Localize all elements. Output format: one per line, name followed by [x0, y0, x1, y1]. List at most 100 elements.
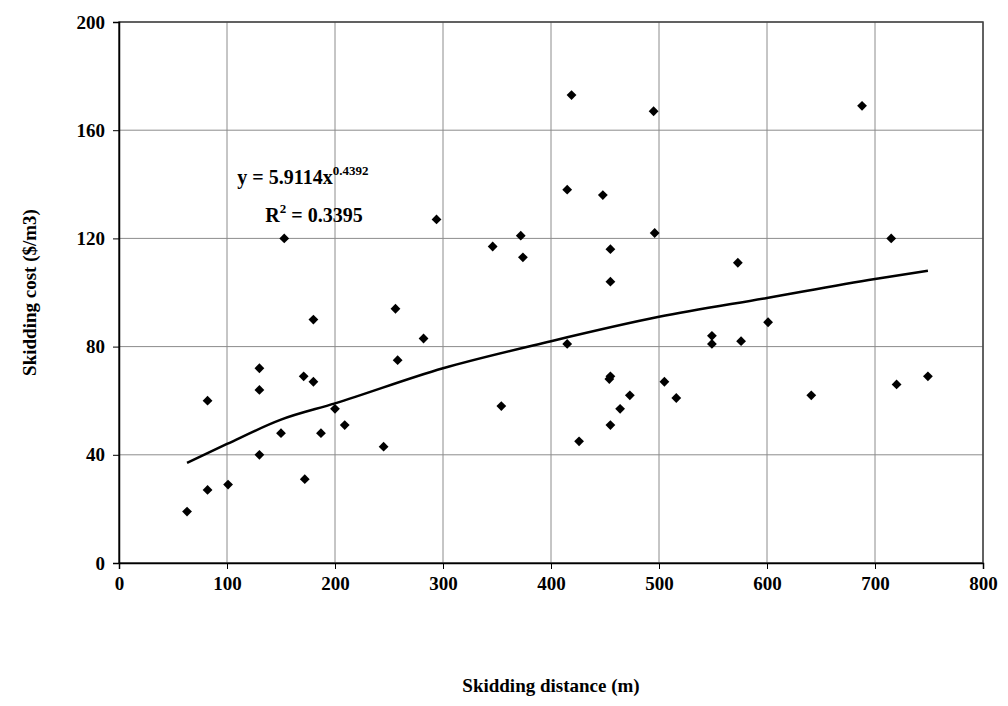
baseline-reset: ​ [368, 166, 369, 188]
tick-label: 400 [537, 573, 566, 594]
point [518, 252, 528, 262]
point [255, 450, 265, 460]
point [736, 336, 746, 346]
tick-label: 700 [861, 573, 890, 594]
point [393, 355, 403, 365]
point [606, 244, 616, 254]
annotation: y = 5.9114x0.4392​ [237, 163, 368, 189]
point [660, 377, 670, 387]
tick-label: 500 [645, 573, 674, 594]
point [496, 401, 506, 411]
tick-label: 200 [321, 573, 350, 594]
tick: 80 [86, 336, 119, 357]
annotation-text: R [265, 204, 280, 226]
tick-label: 120 [77, 228, 106, 249]
point [309, 315, 319, 325]
point [203, 485, 213, 495]
tick-mark [659, 563, 660, 569]
grid [119, 22, 983, 563]
point [309, 377, 319, 387]
point [279, 234, 289, 244]
annotation: R2​ = 0.3395 [265, 201, 362, 226]
point [567, 90, 577, 100]
point [707, 339, 717, 349]
point [763, 317, 773, 327]
point [892, 380, 902, 390]
point [419, 334, 429, 344]
point [615, 404, 625, 414]
axis-line [113, 23, 120, 564]
tick-mark [113, 347, 119, 348]
tick: 100 [213, 563, 242, 594]
tick: 160 [77, 120, 120, 141]
axis-line [120, 564, 984, 570]
grid-line-y [119, 454, 983, 455]
point [733, 258, 743, 268]
tick-label: 0 [96, 553, 106, 574]
marks [182, 90, 933, 516]
y-axis-title: Skidding cost ($/m3) [19, 209, 41, 376]
point [574, 436, 584, 446]
grid-line-x [443, 22, 444, 563]
tick: 40 [86, 444, 119, 465]
chart: 0 100 200 300 400 500 600 700 800 0 40 80 120 160 200 S… [0, 0, 1008, 706]
point [649, 106, 659, 116]
tick-label: 0 [115, 573, 125, 594]
grid-line-y [119, 130, 983, 131]
point [562, 185, 572, 195]
tick: 300 [429, 563, 458, 594]
tick-mark [443, 563, 444, 569]
point [606, 420, 616, 430]
tick: 0 [96, 553, 120, 574]
grid-line-x [659, 22, 660, 563]
point [182, 507, 192, 517]
point [625, 390, 635, 400]
tick-mark [113, 455, 119, 456]
trend-line [187, 271, 928, 463]
point [276, 428, 286, 438]
point [923, 371, 933, 381]
y-axis: 0 40 80 120 160 200 [77, 12, 120, 574]
point [671, 393, 681, 403]
tick: 600 [753, 563, 782, 594]
tick-mark [551, 563, 552, 569]
tick-label: 40 [86, 444, 105, 465]
tick-label: 600 [753, 573, 782, 594]
point [255, 363, 265, 373]
point [299, 371, 309, 381]
tick: 500 [645, 563, 674, 594]
point [606, 371, 616, 381]
point [223, 480, 233, 490]
annotation-text: y = 5.9114x [237, 166, 332, 189]
tick-mark [983, 563, 984, 569]
tick-label: 100 [213, 573, 242, 594]
tick-label: 80 [86, 336, 105, 357]
point [203, 396, 213, 406]
point [857, 101, 867, 111]
grid-line-x [767, 22, 768, 563]
point [650, 228, 660, 238]
point [316, 428, 326, 438]
tick-label: 160 [77, 120, 106, 141]
tick-mark [113, 22, 119, 23]
tick: 0 [115, 563, 125, 594]
tick-mark [875, 563, 876, 569]
tick-mark [335, 563, 336, 569]
annotation-text: = 0.3395 [286, 204, 362, 226]
plot-frame [119, 22, 983, 563]
tick-label: 200 [77, 12, 106, 33]
tick-mark [113, 130, 119, 131]
point [886, 234, 896, 244]
grid-line-y [119, 238, 983, 239]
x-axis-title: Skidding distance (m) [462, 675, 639, 697]
grid-line-y [119, 346, 983, 347]
tick-mark [113, 563, 119, 564]
tick: 400 [537, 563, 566, 594]
grid-line-x [335, 22, 336, 563]
point [562, 339, 572, 349]
tick: 800 [969, 563, 998, 594]
point [516, 231, 526, 241]
tick: 120 [77, 228, 120, 249]
tick: 700 [861, 563, 890, 594]
tick: 200 [77, 12, 120, 33]
